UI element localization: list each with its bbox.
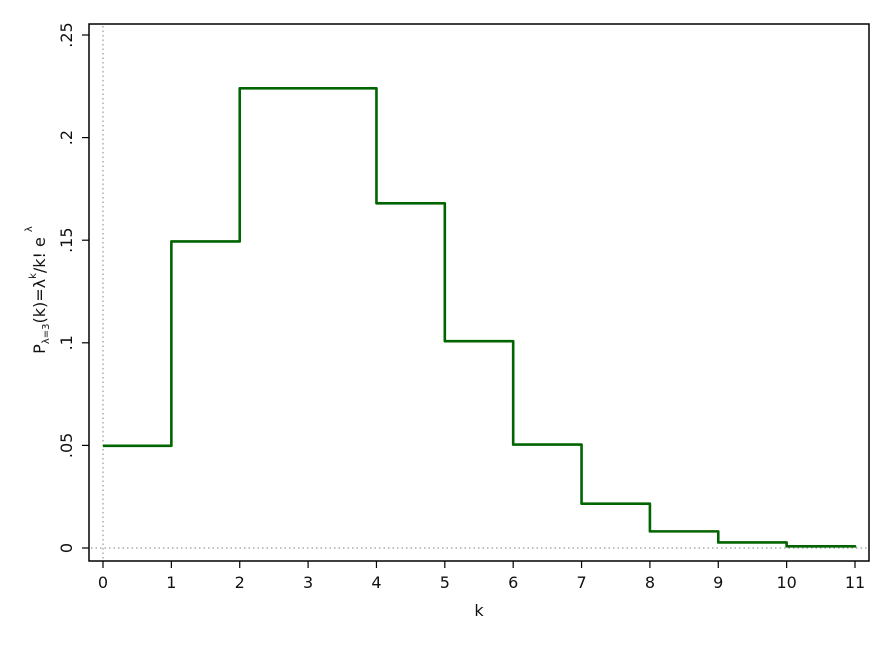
y-tick-label: .05 — [57, 433, 76, 458]
y-axis-title-sub: λ=3 — [41, 324, 52, 345]
y-tick-label: .25 — [57, 22, 76, 47]
y-axis-title-sup-k: k — [28, 273, 39, 279]
y-tick-label: 0 — [57, 543, 76, 553]
x-tick-label: 9 — [713, 573, 723, 592]
x-tick-label: 8 — [645, 573, 655, 592]
reference-lines — [91, 26, 867, 559]
y-axis-title-sup-lambda: λ — [24, 226, 35, 232]
y-axis-title-middle: (k)=λ — [30, 279, 49, 324]
y-axis: 0 .05 .1 .15 .2 .25 — [57, 22, 89, 553]
y-axis-title-p: P — [30, 344, 49, 354]
y-tick-label: .15 — [57, 227, 76, 252]
x-axis: 0 1 2 3 4 5 6 7 8 9 10 11 — [98, 561, 865, 592]
x-tick-label: 3 — [303, 573, 313, 592]
x-tick-label: 10 — [776, 573, 796, 592]
plot-frame — [88, 23, 870, 562]
y-axis-title-slash: /k! e — [30, 237, 49, 273]
y-tick-label: .2 — [57, 130, 76, 145]
x-tick-label: 0 — [98, 573, 108, 592]
y-axis-title: Pλ=3(k)=λk/k! e λ — [24, 226, 52, 354]
x-tick-label: 2 — [235, 573, 245, 592]
series-step-line — [103, 87, 857, 548]
x-tick-label: 7 — [576, 573, 586, 592]
x-tick-label: 5 — [440, 573, 450, 592]
x-tick-label: 1 — [166, 573, 176, 592]
svg-text:Pλ=3(k)=λk/k! eλ: Pλ=3(k)=λk/k! e λ — [24, 226, 52, 354]
y-tick-label: .1 — [57, 335, 76, 350]
x-axis-title: k — [474, 601, 484, 620]
series-layer — [103, 87, 857, 548]
x-tick-label: 11 — [845, 573, 865, 592]
x-tick-label: 6 — [508, 573, 518, 592]
x-tick-label: 4 — [371, 573, 381, 592]
